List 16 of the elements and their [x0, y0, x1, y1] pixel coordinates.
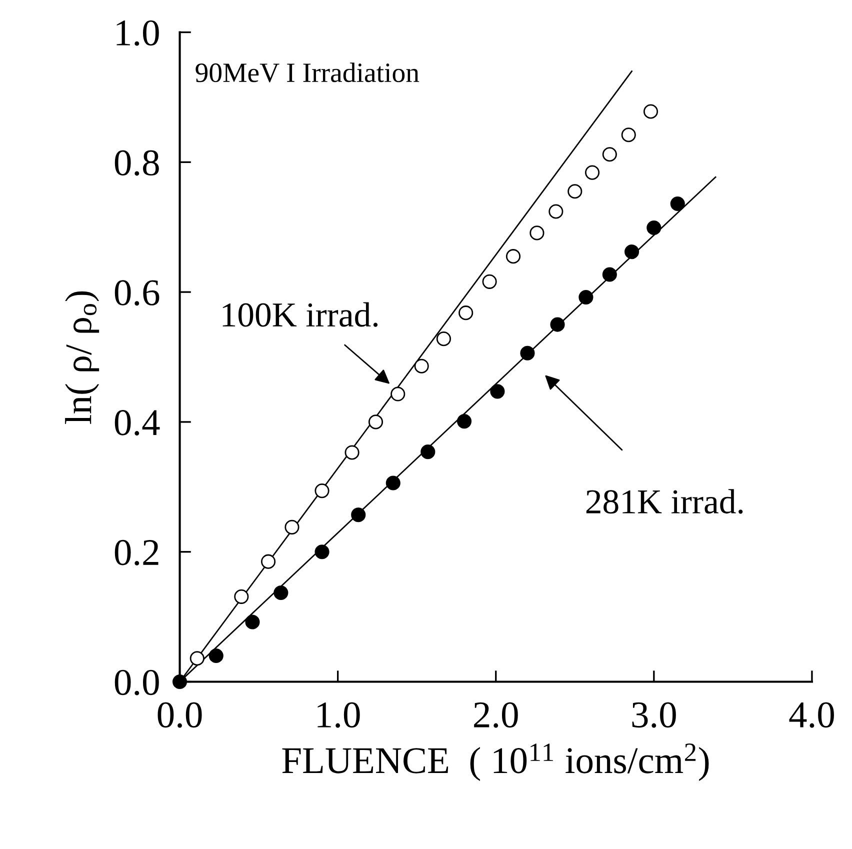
y-tick-label: 0.0: [114, 670, 159, 696]
annotation: 281K irrad.: [586, 489, 743, 514]
x-tick-label: 0.0: [158, 702, 202, 728]
y-tick-label: 0.8: [114, 150, 159, 176]
y-tick-label: 0.2: [114, 540, 158, 566]
x-tick-label: 2.0: [474, 702, 518, 728]
y-axis-title: ln( ρ/ ρ$_{o}$): [65, 291, 100, 424]
x-tick-label: 3.0: [632, 702, 676, 728]
x-tick-label: 4.0: [789, 702, 834, 728]
annotation: 100K irrad.: [222, 302, 378, 327]
x-axis-title: FLUENCE ( 10$^{11}$ ions/cm$^{2}$): [282, 744, 709, 781]
annotation: 90MeV I Irradiation: [196, 62, 420, 82]
y-tick-label: 0.6: [114, 280, 160, 306]
y-tick-label: 0.4: [114, 410, 160, 436]
x-tick-label: 1.0: [318, 702, 360, 728]
y-tick-label: 1.0: [116, 20, 159, 46]
